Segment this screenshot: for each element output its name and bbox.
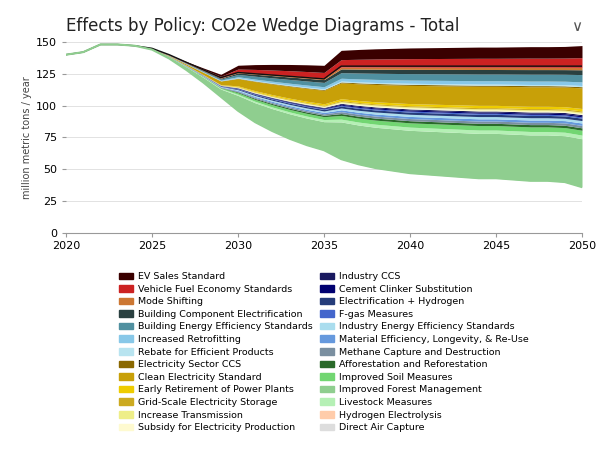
Y-axis label: million metric tons / year: million metric tons / year xyxy=(22,76,32,199)
Legend: EV Sales Standard, Vehicle Fuel Economy Standards, Mode Shifting, Building Compo: EV Sales Standard, Vehicle Fuel Economy … xyxy=(119,272,529,432)
Text: ∨: ∨ xyxy=(571,19,582,34)
Text: Effects by Policy: CO2e Wedge Diagrams - Total: Effects by Policy: CO2e Wedge Diagrams -… xyxy=(66,17,460,35)
